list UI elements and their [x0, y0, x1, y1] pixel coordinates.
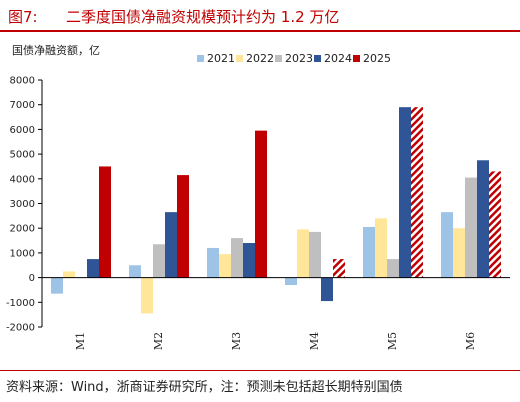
bar-chart: 国债净融资额，亿 2021 2022 2023 2024 2025 -2000 -1000… — [6, 43, 510, 350]
bar-2021-M1 — [51, 277, 63, 294]
legend-swatch — [275, 55, 282, 62]
y-tick-label: 2000 — [10, 224, 35, 235]
y-tick-label: 0 — [29, 273, 35, 284]
bar-2023-M6 — [465, 177, 477, 278]
bar-2021-M2 — [129, 265, 141, 278]
x-tick-label: M2 — [152, 332, 165, 350]
bar-2022-M3 — [219, 254, 231, 278]
figure-title: 二季度国债净融资规模预计约为 1.2 万亿 — [66, 8, 340, 26]
legend-item-2022: 2022 — [236, 52, 274, 65]
legend-swatch — [353, 55, 360, 62]
bar-2024-M5 — [399, 107, 411, 278]
y-axis: -2000 -1000 0 1000 2000 3000 4000 5000 6000 7000 8… — [6, 76, 43, 334]
figure-label: 图7: — [8, 8, 38, 26]
y-tick-label: 3000 — [10, 199, 35, 210]
y-tick-label: -2000 — [6, 323, 35, 334]
legend-swatch — [236, 55, 243, 62]
bar-2025-M4-forecast — [333, 259, 345, 278]
bar-2021-M5 — [363, 226, 375, 278]
bar-2025-M5-forecast — [411, 107, 423, 278]
legend-label: 2024 — [324, 52, 352, 65]
legend-item-2025: 2025 — [353, 52, 391, 65]
bar-2021-M4 — [285, 277, 297, 286]
y-tick-label: 8000 — [10, 76, 35, 87]
x-tick-label: M5 — [386, 332, 399, 350]
bar-2023-M5 — [387, 259, 399, 278]
bars — [51, 107, 501, 314]
bar-2022-M2 — [141, 277, 153, 314]
bar-2025-M2 — [177, 175, 189, 278]
bar-2025-M3 — [255, 130, 267, 278]
bar-2024-M1 — [87, 259, 99, 278]
legend-item-2023: 2023 — [275, 52, 313, 65]
legend-label: 2022 — [246, 52, 274, 65]
legend-swatch — [197, 55, 204, 62]
y-axis-label: 国债净融资额，亿 — [12, 43, 100, 57]
bar-2021-M6 — [441, 212, 453, 278]
bar-2025-M1 — [99, 166, 111, 278]
x-tick-label: M3 — [230, 332, 243, 350]
bar-2022-M5 — [375, 218, 387, 278]
bar-2023-M3 — [231, 238, 243, 278]
bar-2023-M4 — [309, 231, 321, 278]
bar-2024-M2 — [165, 212, 177, 278]
bar-2025-M6-forecast — [489, 171, 501, 278]
x-axis: M1 M2 M3 M4 M5 M6 — [42, 277, 510, 350]
bar-2024-M3 — [243, 243, 255, 278]
y-tick-label: 7000 — [10, 100, 35, 111]
x-tick-label: M6 — [464, 332, 477, 350]
bar-2024-M4 — [321, 277, 333, 302]
y-tick-label: 6000 — [10, 125, 35, 136]
figure-header: 图7: 二季度国债净融资规模预计约为 1.2 万亿 — [0, 0, 520, 32]
legend-item-2021: 2021 — [197, 52, 235, 65]
legend: 2021 2022 2023 2024 2025 — [197, 52, 391, 65]
legend-swatch — [314, 55, 321, 62]
bar-2021-M3 — [207, 247, 219, 278]
source-divider — [0, 370, 520, 371]
legend-item-2024: 2024 — [314, 52, 352, 65]
title-divider — [0, 30, 520, 32]
x-tick-label: M1 — [74, 332, 87, 350]
legend-label: 2021 — [207, 52, 235, 65]
bar-2022-M6 — [453, 228, 465, 278]
legend-label: 2023 — [285, 52, 313, 65]
y-tick-label: -1000 — [6, 298, 35, 309]
source-note: 资料来源：Wind，浙商证券研究所，注：预测未包括超长期特别国债 — [6, 380, 403, 395]
bar-2022-M4 — [297, 229, 309, 278]
x-tick-label: M4 — [308, 332, 321, 350]
legend-label: 2025 — [363, 52, 391, 65]
bar-2024-M6 — [477, 160, 489, 278]
bar-2022-M1 — [63, 271, 75, 278]
y-tick-label: 1000 — [10, 248, 35, 259]
bar-2023-M2 — [153, 244, 165, 278]
y-tick-label: 5000 — [10, 150, 35, 161]
y-tick-label: 4000 — [10, 174, 35, 185]
